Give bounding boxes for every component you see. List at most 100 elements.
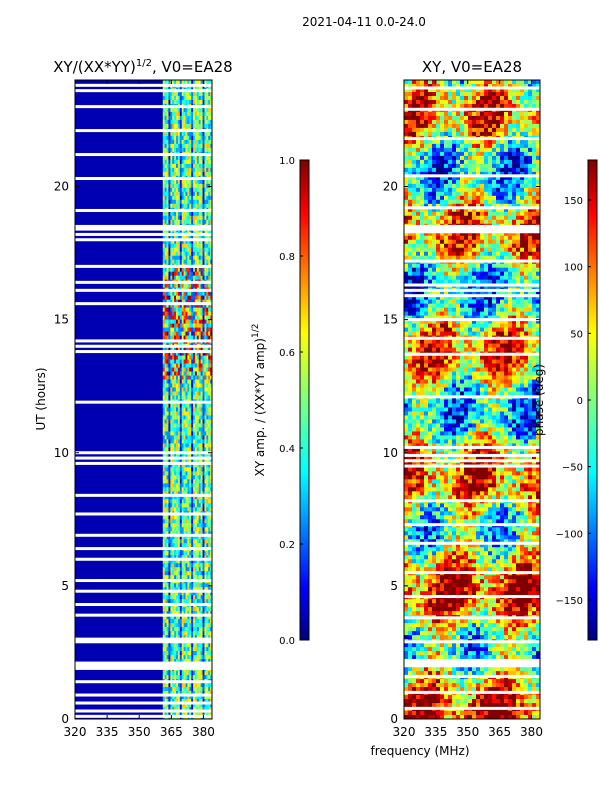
heatmap-cell [200, 147, 204, 153]
heatmap-cell [202, 631, 205, 636]
heatmap-cell [200, 571, 204, 576]
heatmap-cell [164, 555, 168, 560]
heatmap-cell [432, 119, 437, 125]
heatmap-cell [210, 291, 212, 297]
heatmap-cell [191, 167, 194, 173]
heatmap-cell [164, 503, 168, 508]
heatmap-cell [176, 383, 179, 388]
heatmap-cell [204, 355, 207, 360]
heatmap-cell [412, 99, 417, 105]
heatmap-cell [524, 119, 529, 125]
heatmap-cell [170, 211, 173, 217]
heatmap-cell [440, 80, 445, 85]
heatmap-cell [164, 711, 168, 716]
heatmap-cell [189, 199, 192, 205]
heatmap-cell [172, 519, 175, 524]
heatmap-cell [166, 495, 169, 500]
heatmap-cell [185, 559, 188, 564]
heatmap-cell [185, 571, 188, 576]
heatmap-cell [528, 139, 533, 145]
heatmap-cell [194, 115, 198, 121]
heatmap-cell [166, 463, 169, 468]
heatmap-cell [202, 555, 205, 560]
heatmap-cell [189, 323, 192, 329]
heatmap-cell [191, 619, 194, 624]
heatmap-cell [196, 711, 200, 716]
heatmap-cell [177, 463, 181, 468]
heatmap-cell [187, 159, 190, 165]
heatmap-cell [172, 695, 175, 700]
heatmap-cell [204, 123, 207, 129]
heatmap-cell [181, 699, 185, 704]
heatmap-cell [185, 271, 188, 277]
heatmap-cell [448, 151, 453, 157]
heatmap-cell [208, 319, 211, 325]
heatmap-cell [168, 295, 171, 301]
heatmap-cell [172, 391, 175, 396]
heatmap-cell [187, 467, 190, 472]
heatmap-cell [162, 595, 166, 600]
heatmap-cell [194, 467, 198, 472]
heatmap-cell [528, 111, 533, 117]
heatmap-cell [177, 123, 181, 129]
heatmap-cell [204, 131, 207, 137]
heatmap-cell [189, 467, 192, 472]
heatmap-cell [484, 111, 489, 117]
heatmap-cell [183, 675, 186, 680]
heatmap-cell [172, 351, 175, 356]
heatmap-cell [202, 247, 205, 253]
heatmap-cell [210, 595, 212, 600]
heatmap-cell [198, 219, 202, 225]
heatmap-cell [162, 247, 166, 253]
heatmap-cell [194, 655, 198, 660]
heatmap-cell [185, 683, 188, 688]
heatmap-cell [176, 379, 179, 384]
heatmap-cell [202, 707, 205, 712]
heatmap-cell [416, 111, 421, 117]
heatmap-cell [187, 347, 190, 352]
heatmap-cell [189, 463, 192, 468]
flagged-row [75, 493, 212, 497]
heatmap-cell [194, 507, 198, 512]
heatmap-cell [191, 483, 194, 488]
x-tick-label: 365 [160, 725, 183, 739]
heatmap-cell [202, 183, 205, 189]
heatmap-cell [206, 543, 209, 548]
heatmap-cell [196, 371, 200, 376]
heatmap-cell [166, 307, 169, 313]
flagged-row [75, 302, 212, 306]
heatmap-cell [524, 87, 529, 93]
heatmap-cell [194, 599, 198, 604]
heatmap-cell [172, 187, 175, 193]
heatmap-cell [198, 383, 202, 388]
heatmap-cell [176, 347, 179, 352]
heatmap-cell [181, 475, 185, 480]
heatmap-cell [185, 523, 188, 528]
heatmap-cell [204, 215, 207, 221]
heatmap-cell [191, 283, 194, 289]
heatmap-cell [194, 671, 198, 676]
heatmap-cell [210, 131, 212, 137]
heatmap-cell [204, 375, 207, 380]
heatmap-cell [408, 83, 413, 89]
heatmap-cell [164, 247, 168, 253]
heatmap-cell [200, 395, 204, 400]
heatmap-cell [202, 467, 205, 472]
heatmap-cell [204, 379, 207, 384]
heatmap-cell [189, 475, 192, 480]
heatmap-cell [172, 319, 175, 325]
heatmap-cell [162, 183, 166, 189]
heatmap-cell [460, 115, 465, 121]
heatmap-cell [170, 471, 173, 476]
heatmap-cell [179, 283, 183, 289]
heatmap-cell [168, 539, 171, 544]
heatmap-cell [428, 103, 433, 109]
heatmap-cell [452, 123, 457, 129]
heatmap-cell [194, 111, 198, 117]
heatmap-cell [194, 251, 198, 257]
heatmap-cell [210, 323, 212, 329]
heatmap-cell [204, 611, 207, 616]
heatmap-cell [480, 155, 485, 161]
heatmap-cell [202, 619, 205, 624]
heatmap-cell [432, 131, 437, 137]
